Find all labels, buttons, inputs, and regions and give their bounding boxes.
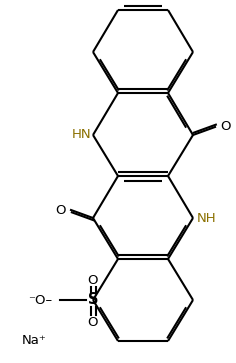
Text: O: O [55, 204, 66, 216]
Text: HN: HN [71, 129, 91, 142]
Text: S: S [88, 293, 98, 307]
Text: Na⁺: Na⁺ [22, 334, 47, 347]
Text: ⁻O–: ⁻O– [28, 294, 52, 306]
Text: NH: NH [197, 212, 217, 224]
Text: O: O [88, 273, 98, 286]
Text: O: O [88, 315, 98, 329]
Text: O: O [220, 121, 231, 134]
